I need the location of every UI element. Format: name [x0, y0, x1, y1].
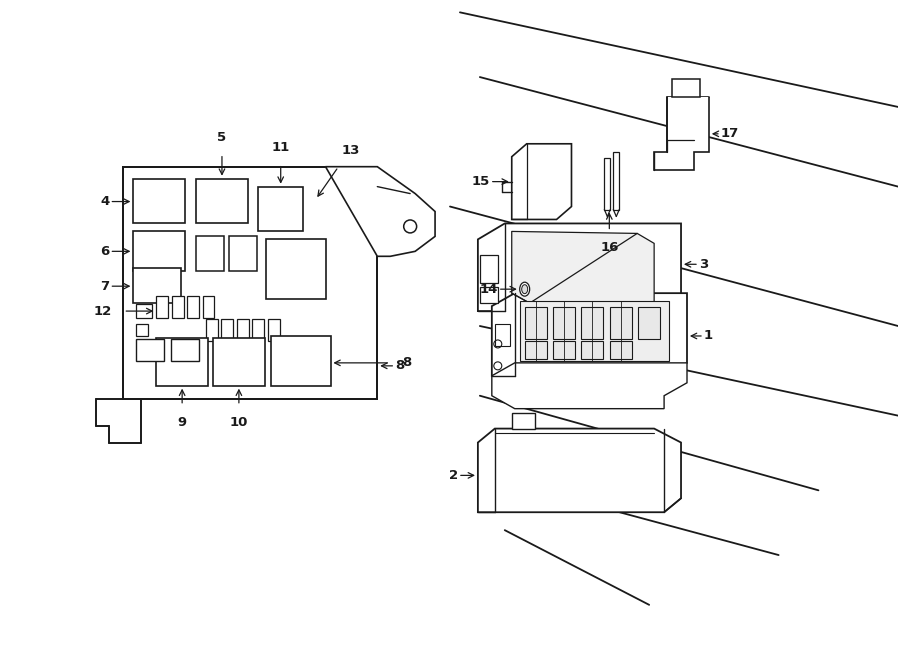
Bar [525, 341, 546, 359]
Bar [638, 307, 660, 339]
Polygon shape [491, 293, 687, 376]
Text: 3: 3 [699, 258, 708, 271]
Polygon shape [326, 167, 435, 256]
Text: 11: 11 [272, 141, 290, 154]
Bar [480, 287, 498, 303]
Bar [266, 239, 326, 299]
Bar [554, 341, 575, 359]
Text: 17: 17 [721, 128, 739, 140]
Text: 2: 2 [449, 469, 458, 482]
Bar [252, 319, 265, 341]
Bar [610, 307, 632, 339]
Polygon shape [512, 412, 535, 428]
Bar [171, 339, 199, 361]
Bar [480, 255, 498, 283]
Bar [133, 178, 185, 223]
Bar [495, 324, 509, 346]
Bar [196, 237, 224, 271]
Ellipse shape [519, 282, 530, 296]
Bar [604, 158, 610, 210]
Bar [525, 307, 546, 339]
Bar [157, 296, 168, 318]
Text: 8: 8 [402, 356, 411, 369]
Polygon shape [491, 363, 687, 408]
Bar [268, 319, 280, 341]
Text: 6: 6 [100, 245, 110, 258]
Text: 16: 16 [600, 241, 618, 254]
Bar [237, 319, 248, 341]
Bar [213, 338, 265, 386]
Bar [581, 341, 603, 359]
Text: 12: 12 [94, 305, 112, 317]
Bar [554, 307, 575, 339]
Text: 7: 7 [100, 280, 110, 293]
Text: 5: 5 [218, 131, 227, 144]
Bar [206, 319, 218, 341]
Bar [229, 237, 256, 271]
Bar [157, 338, 208, 386]
Bar [196, 178, 248, 223]
Bar [581, 307, 603, 339]
Bar [133, 231, 185, 271]
Bar [613, 152, 619, 210]
Polygon shape [478, 428, 681, 512]
Text: 9: 9 [177, 416, 186, 428]
Bar [187, 296, 199, 318]
Bar [271, 336, 330, 386]
Polygon shape [512, 231, 654, 303]
Bar [672, 79, 700, 97]
Text: 13: 13 [341, 143, 360, 157]
Text: 14: 14 [480, 283, 498, 295]
Polygon shape [654, 97, 709, 170]
Text: 10: 10 [230, 416, 248, 428]
Bar [136, 304, 152, 318]
Bar [221, 319, 233, 341]
Bar [202, 296, 214, 318]
Bar [257, 186, 302, 231]
Ellipse shape [522, 285, 527, 293]
Polygon shape [478, 223, 681, 311]
Text: 4: 4 [100, 195, 110, 208]
Bar [610, 341, 632, 359]
Bar [136, 324, 149, 336]
Bar [133, 268, 181, 303]
Text: 8: 8 [395, 360, 404, 372]
Bar [136, 339, 164, 361]
Text: 15: 15 [472, 175, 490, 188]
Bar [123, 167, 377, 399]
Text: 1: 1 [704, 329, 713, 342]
Polygon shape [512, 144, 572, 219]
Bar [172, 296, 184, 318]
Polygon shape [519, 301, 669, 361]
